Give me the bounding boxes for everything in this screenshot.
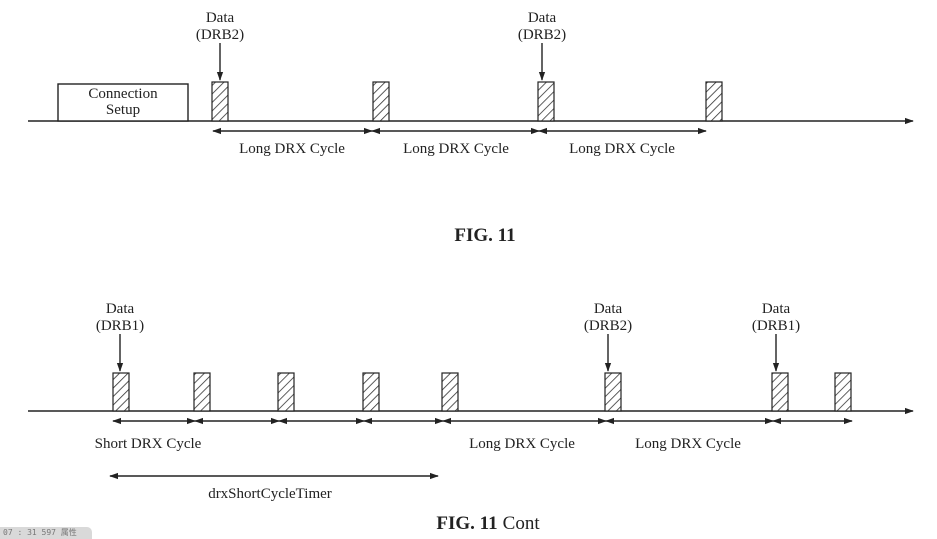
data-burst (772, 373, 788, 411)
figure-top: Connection Setup Data (DRB2) Data (DRB2)… (28, 10, 913, 246)
data-burst (605, 373, 621, 411)
on-duration-block (706, 82, 722, 121)
data-label-line2: (DRB1) (752, 318, 800, 334)
timer-label: drxShortCycleTimer (208, 486, 332, 502)
on-duration-block (363, 373, 379, 411)
data-label: Data (DRB1) (752, 301, 800, 371)
connection-setup-box: Connection Setup (58, 84, 188, 121)
data-label-line2: (DRB2) (518, 27, 566, 43)
figure-caption-bottom: FIG. 11 Cont (436, 513, 540, 534)
data-label-line2: (DRB2) (196, 27, 244, 43)
data-burst (113, 373, 129, 411)
data-burst (538, 82, 554, 121)
data-label-line2: (DRB1) (96, 318, 144, 334)
cycle-label: Short DRX Cycle (95, 436, 202, 452)
data-label-line1: Data (762, 301, 791, 317)
setup-label-line2: Setup (106, 102, 140, 118)
cycle-label: Long DRX Cycle (239, 141, 345, 157)
data-label-line1: Data (206, 10, 235, 26)
cycle-label: Long DRX Cycle (569, 141, 675, 157)
data-label: Data (DRB1) (96, 301, 144, 371)
data-label: Data (DRB2) (196, 10, 244, 80)
caption-bold: FIG. 11 (436, 513, 497, 534)
on-duration-block (373, 82, 389, 121)
data-label: Data (DRB2) (584, 301, 632, 371)
figure-caption-top: FIG. 11 (454, 225, 515, 246)
data-label-line2: (DRB2) (584, 318, 632, 334)
caption-suffix: Cont (503, 513, 541, 534)
data-label: Data (DRB2) (518, 10, 566, 80)
setup-label-line1: Connection (88, 86, 158, 102)
on-duration-block (442, 373, 458, 411)
cycle-label: Long DRX Cycle (403, 141, 509, 157)
data-label-line1: Data (594, 301, 623, 317)
on-duration-block (835, 373, 851, 411)
data-burst (212, 82, 228, 121)
cycle-label: Long DRX Cycle (469, 436, 575, 452)
data-label-line1: Data (106, 301, 135, 317)
cycle-label: Long DRX Cycle (635, 436, 741, 452)
data-label-line1: Data (528, 10, 557, 26)
on-duration-block (278, 373, 294, 411)
figure-bottom: Data (DRB1) Data (DRB2) Data (DRB1) Shor… (28, 301, 913, 534)
corner-badge: 07 : 31 597 属性 (0, 527, 92, 539)
on-duration-block (194, 373, 210, 411)
